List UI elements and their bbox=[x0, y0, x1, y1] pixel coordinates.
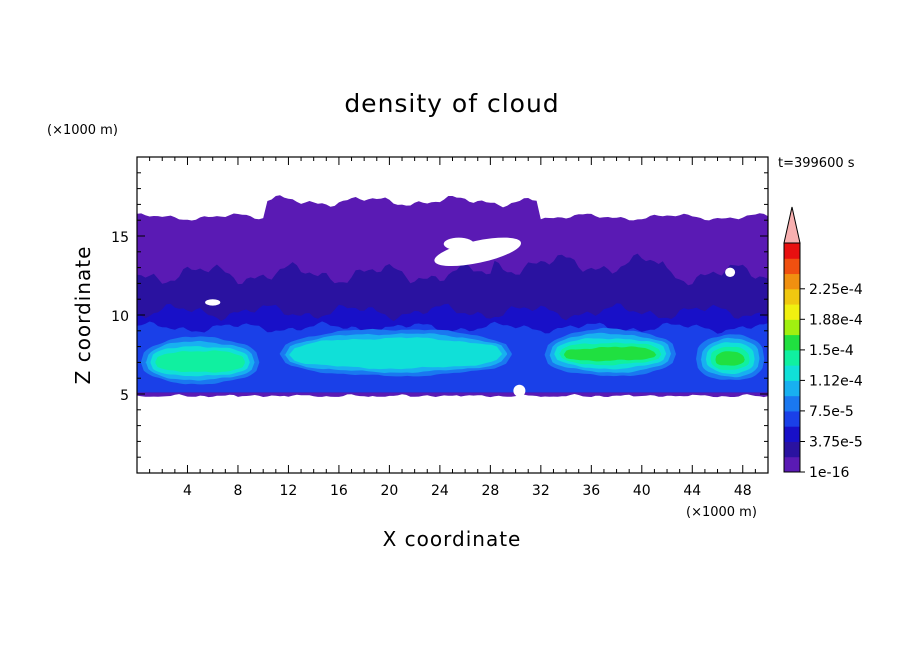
colorbar-swatch bbox=[784, 410, 800, 427]
x-tick-label: 40 bbox=[633, 483, 651, 499]
x-tick-label: 24 bbox=[431, 483, 449, 499]
x-tick-label: 16 bbox=[330, 483, 348, 499]
colorbar-swatch bbox=[784, 304, 800, 320]
colorbar-swatch bbox=[784, 288, 800, 305]
cloud-core-level bbox=[715, 351, 745, 366]
colorbar-swatch bbox=[784, 380, 800, 397]
chart-title: density of cloud bbox=[344, 89, 559, 118]
x-tick-label: 28 bbox=[481, 483, 499, 499]
contour-field bbox=[137, 195, 768, 398]
x-tick-label: 8 bbox=[233, 483, 242, 499]
clear-gap bbox=[513, 384, 526, 397]
x-axis: 4 8 12 16 20 24 28 32 36 40 44 48 bbox=[149, 157, 756, 499]
x-tick-label: 12 bbox=[280, 483, 298, 499]
y-tick-label: 10 bbox=[111, 309, 129, 325]
cloud-core-level bbox=[289, 337, 503, 370]
colorbar-label: 1.88e-4 bbox=[809, 312, 863, 328]
colorbar: 1e-16 3.75e-5 7.5e-5 1.12e-4 1.5e-4 1.88e-4 2.… bbox=[783, 206, 863, 481]
x-tick-label: 48 bbox=[734, 483, 752, 499]
y-axis: 5 10 15 bbox=[111, 172, 768, 458]
colorbar-label: 2.25e-4 bbox=[809, 282, 863, 298]
colorbar-frame bbox=[783, 242, 801, 473]
colorbar-swatch bbox=[784, 456, 800, 473]
colorbar-swatch bbox=[784, 319, 800, 336]
x-unit-label: (×1000 m) bbox=[686, 505, 757, 520]
y-tick-label: 5 bbox=[120, 388, 129, 404]
colorbar-swatch bbox=[784, 243, 800, 259]
colorbar-swatch bbox=[784, 349, 800, 366]
colorbar-label: 7.5e-5 bbox=[809, 404, 854, 420]
z-unit-label: (×1000 m) bbox=[47, 123, 118, 138]
x-tick-label: 4 bbox=[183, 483, 192, 499]
colorbar-swatch bbox=[784, 426, 800, 442]
colorbar-swatch bbox=[784, 273, 800, 290]
clear-gap bbox=[205, 299, 221, 306]
colorbar-label: 1.12e-4 bbox=[809, 373, 863, 389]
y-axis-label: Z coordinate bbox=[71, 246, 95, 385]
colorbar-label: 3.75e-5 bbox=[809, 435, 863, 451]
x-tick-label: 20 bbox=[380, 483, 398, 499]
colorbar-swatch bbox=[784, 334, 800, 351]
colorbar-swatch bbox=[784, 441, 800, 458]
cloud-core-level bbox=[155, 350, 245, 373]
x-tick-label: 44 bbox=[683, 483, 701, 499]
clear-gap bbox=[434, 237, 521, 267]
clear-gap bbox=[443, 237, 474, 251]
x-tick-label: 32 bbox=[532, 483, 550, 499]
colorbar-swatch bbox=[784, 395, 800, 412]
x-axis-label: X coordinate bbox=[383, 527, 522, 551]
colorbar-swatch bbox=[784, 365, 800, 381]
time-label: t=399600 s bbox=[778, 156, 855, 171]
colorbar-swatch bbox=[784, 258, 800, 275]
colorbar-label: 1e-16 bbox=[809, 465, 849, 481]
x-tick-label: 36 bbox=[582, 483, 600, 499]
y-tick-label: 15 bbox=[111, 230, 129, 246]
clear-gap bbox=[725, 267, 736, 277]
colorbar-extend-arrow bbox=[783, 206, 801, 244]
cloud-core-level bbox=[564, 346, 657, 362]
colorbar-label: 1.5e-4 bbox=[809, 343, 854, 359]
